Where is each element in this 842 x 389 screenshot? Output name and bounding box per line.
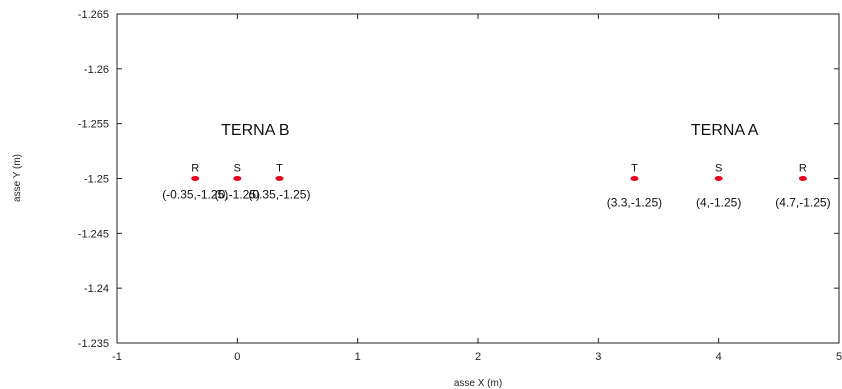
group-label: TERNA B (221, 122, 289, 139)
y-tick-label: -1.235 (78, 338, 109, 350)
x-tick-label: 0 (234, 351, 240, 363)
coordinate-label: (3.3,-1.25) (607, 196, 662, 210)
y-tick-label: -1.25 (84, 174, 109, 186)
x-tick-label: 4 (716, 351, 722, 363)
data-point (275, 176, 284, 181)
group-label: TERNA A (691, 122, 759, 139)
phase-label: T (276, 163, 283, 175)
phase-label: S (715, 163, 722, 175)
phase-label: T (631, 163, 638, 175)
phase-label: R (799, 163, 807, 175)
x-tick-label: 3 (595, 351, 601, 363)
group-labels: TERNA B TERNA A (221, 122, 759, 139)
y-tick-label: -1.255 (78, 119, 109, 131)
data-point (714, 176, 723, 181)
plot-area (116, 13, 840, 344)
data-point (798, 176, 807, 181)
y-axis-ticks: -1.265 -1.26 -1.255 -1.25 -1.245 -1.24 -1.235 (78, 9, 839, 350)
y-tick-label: -1.265 (78, 9, 109, 21)
coordinate-label: (4.7,-1.25) (775, 196, 830, 210)
x-axis-label: asse X (m) (454, 378, 502, 389)
y-tick-label: -1.24 (84, 283, 109, 295)
data-point (233, 176, 242, 181)
phase-label: R (191, 163, 199, 175)
coordinate-label: (-0.35,-1.25) (162, 188, 228, 202)
y-axis-label: asse Y (m) (12, 154, 23, 202)
x-tick-label: 1 (355, 351, 361, 363)
y-tick-label: -1.26 (84, 64, 109, 76)
x-tick-label: 5 (836, 351, 842, 363)
data-point (191, 176, 200, 181)
coordinate-label: (4,-1.25) (696, 196, 741, 210)
x-axis-ticks: -1 0 1 2 3 4 5 (112, 14, 842, 363)
data-point (630, 176, 639, 181)
phase-label: S (234, 163, 241, 175)
coordinate-label: (0.35,-1.25) (248, 188, 310, 202)
x-tick-label: 2 (475, 351, 481, 363)
x-tick-label: -1 (112, 351, 122, 363)
data-points: R (-0.35,-1.25) S (0,-1.25) T (0.35,-1.25) T (3… (162, 163, 830, 210)
y-tick-label: -1.245 (78, 228, 109, 240)
coordinate-label: (0,-1.25) (215, 188, 260, 202)
